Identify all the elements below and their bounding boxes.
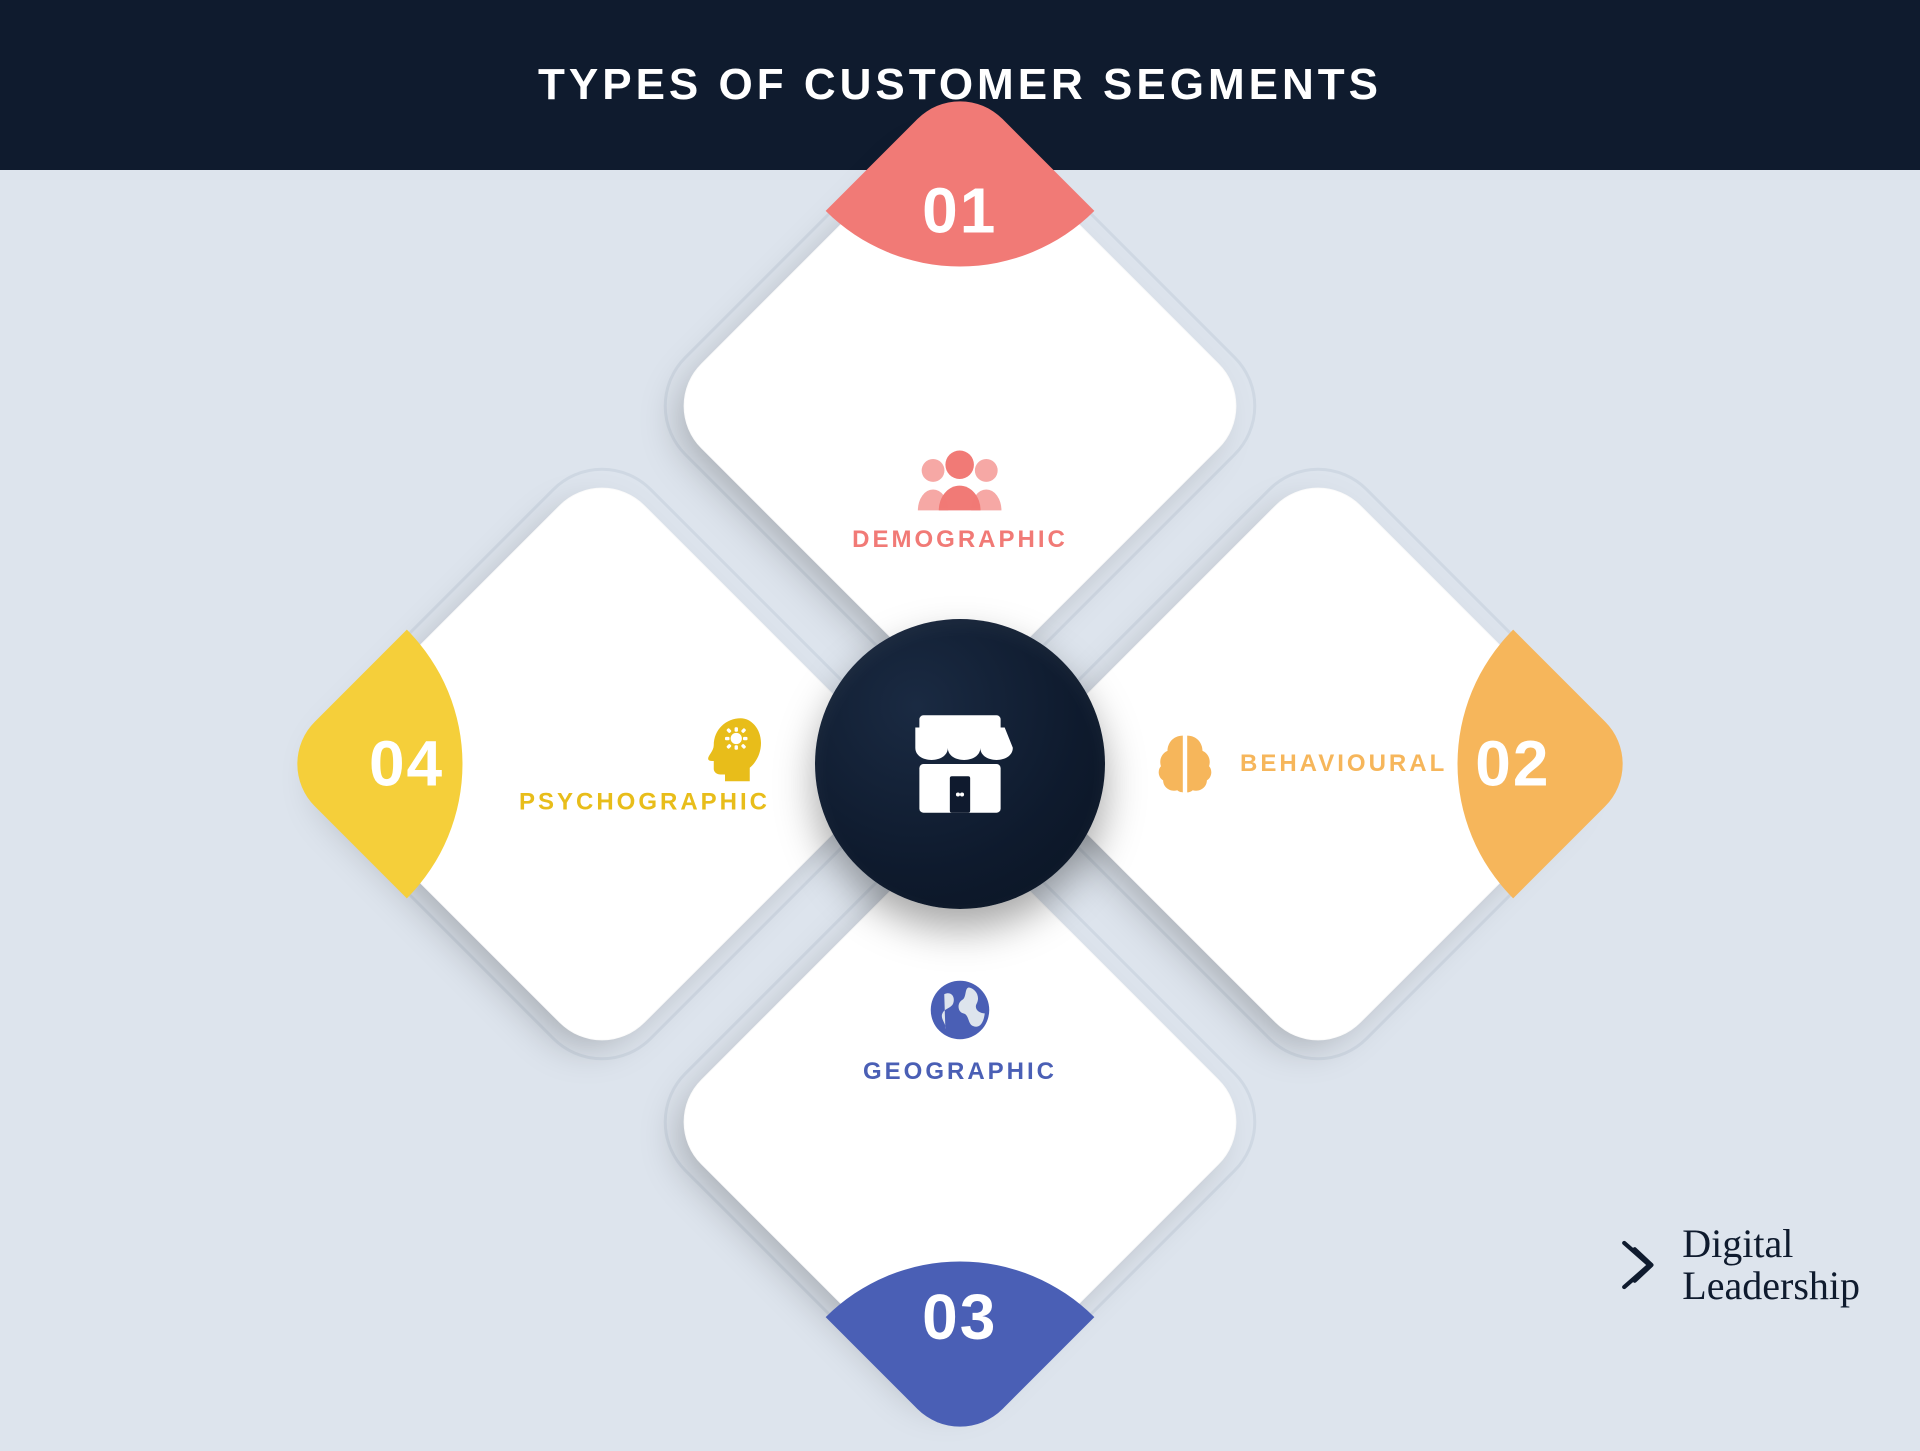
segment-number-right: 02 (1476, 727, 1551, 801)
brand-chevron-icon (1620, 1238, 1662, 1292)
segment-number-left: 04 (369, 727, 444, 801)
head-gear-icon (698, 711, 770, 783)
brand-footer: Digital Leadership (1620, 1223, 1860, 1307)
center-hub (815, 619, 1105, 909)
infographic-canvas: 01 02 03 04 (0, 170, 1920, 1357)
segment-content-left: PSYCHOGRAPHIC (519, 711, 770, 816)
brand-line1: Digital (1682, 1223, 1860, 1265)
storefront-icon (895, 699, 1025, 829)
globe-icon (863, 974, 1057, 1046)
segment-content-bottom: GEOGRAPHIC (863, 974, 1057, 1086)
brain-icon (1150, 729, 1220, 799)
people-group-icon (852, 444, 1068, 514)
segment-label-bottom: GEOGRAPHIC (863, 1058, 1057, 1086)
brand-text: Digital Leadership (1682, 1223, 1860, 1307)
brand-line2: Leadership (1682, 1265, 1860, 1307)
segment-content-top: DEMOGRAPHIC (852, 444, 1068, 554)
segment-label-right: BEHAVIOURAL (1240, 750, 1447, 778)
segment-content-right: BEHAVIOURAL (1150, 729, 1447, 799)
segment-number-top: 01 (922, 173, 997, 247)
segment-label-top: DEMOGRAPHIC (852, 526, 1068, 554)
segment-label-left: PSYCHOGRAPHIC (519, 788, 770, 816)
segment-number-bottom: 03 (922, 1280, 997, 1354)
